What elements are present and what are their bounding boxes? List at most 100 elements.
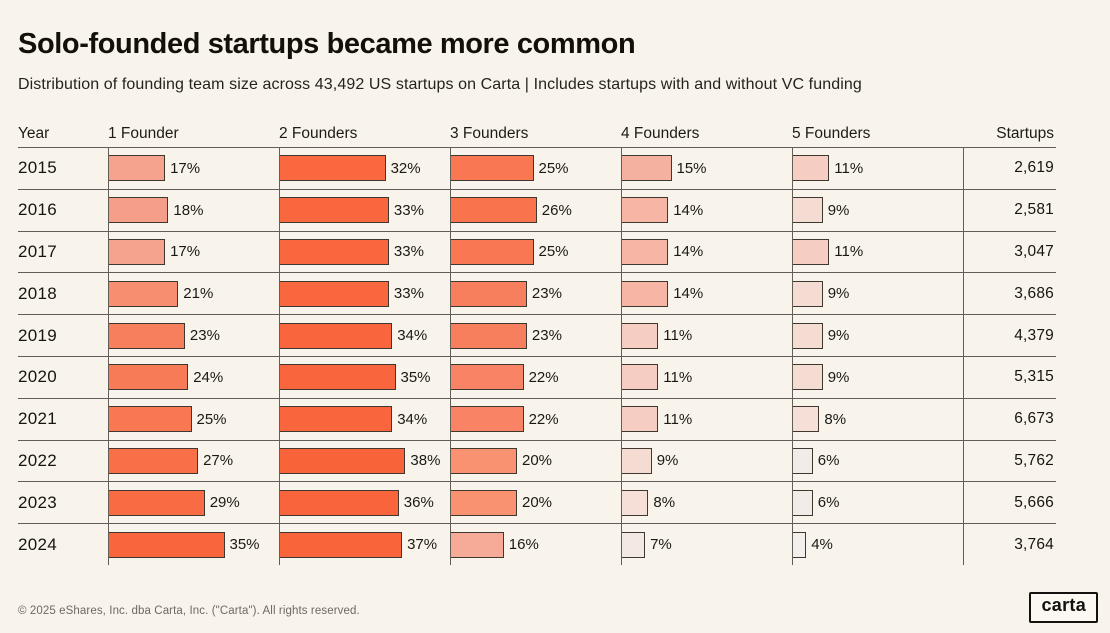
percentage-label: 11% — [663, 368, 693, 386]
table-row: 2016 18% 33% 26% 14% 9% 2,581 — [18, 188, 1056, 231]
founders-1-bar-cell: 21% — [108, 273, 279, 315]
year-label: 2016 — [18, 200, 58, 220]
percentage-bar — [451, 406, 524, 433]
percentage-label: 9% — [656, 452, 679, 470]
founders-1-bar-cell: 35% — [108, 524, 279, 565]
table-body: 2015 17% 32% 25% 15% 11% 2,619 2016 18% 33% 26%… — [18, 147, 1056, 565]
percentage-bar — [451, 322, 527, 349]
founders-4-bar-cell: 14% — [621, 189, 792, 231]
percentage-label: 22% — [528, 368, 559, 386]
percentage-bar — [622, 155, 672, 182]
column-header-5-founders: 5 Founders — [792, 125, 871, 142]
founders-4-bar-cell: 11% — [621, 315, 792, 356]
percentage-bar — [109, 406, 192, 433]
startup-count: 4,379 — [963, 315, 1056, 356]
percentage-label: 35% — [229, 536, 260, 554]
percentage-bar — [109, 489, 205, 516]
founders-2-bar-cell: 33% — [279, 231, 450, 273]
column-header-3-founders: 3 Founders — [450, 125, 529, 142]
table-row: 2015 17% 32% 25% 15% 11% 2,619 — [18, 147, 1056, 189]
percentage-label: 11% — [663, 327, 693, 345]
column-header-2-founders: 2 Founders — [279, 125, 358, 142]
founders-2-bar-cell: 35% — [279, 356, 450, 398]
percentage-label: 18% — [173, 201, 204, 219]
table-row: 2021 25% 34% 22% 11% 8% 6,673 — [18, 397, 1056, 440]
percentage-bar — [280, 489, 399, 516]
percentage-label: 23% — [531, 285, 562, 303]
percentage-bar — [451, 155, 534, 182]
percentage-label: 8% — [824, 410, 847, 428]
percentage-bar — [622, 197, 669, 224]
percentage-bar — [793, 406, 820, 433]
column-header-4-founders: 4 Founders — [621, 125, 700, 142]
startup-count: 2,619 — [963, 148, 1056, 189]
year-label: 2023 — [18, 492, 58, 512]
percentage-bar — [451, 238, 534, 265]
year-label: 2019 — [18, 325, 58, 345]
percentage-label: 11% — [663, 410, 693, 428]
percentage-bar — [793, 322, 823, 349]
table-row: 2024 35% 37% 16% 7% 4% 3,764 — [18, 523, 1056, 565]
percentage-label: 9% — [827, 201, 850, 219]
percentage-label: 32% — [390, 159, 421, 177]
founders-3-bar-cell: 23% — [450, 273, 621, 315]
founders-2-bar-cell: 38% — [279, 440, 450, 482]
year-label: 2017 — [18, 241, 58, 261]
founders-5-bar-cell: 4% — [792, 524, 963, 565]
percentage-bar — [109, 197, 169, 224]
founders-3-bar-cell: 26% — [450, 189, 621, 231]
founders-4-bar-cell: 11% — [621, 398, 792, 440]
percentage-label: 25% — [538, 159, 569, 177]
percentage-bar — [622, 280, 669, 307]
percentage-label: 26% — [541, 201, 572, 219]
percentage-label: 14% — [673, 243, 704, 261]
percentage-bar — [622, 489, 649, 516]
percentage-label: 6% — [817, 494, 840, 512]
table-row: 2017 17% 33% 25% 14% 11% 3,047 — [18, 230, 1056, 273]
percentage-bar — [280, 280, 389, 307]
percentage-bar — [793, 364, 823, 391]
percentage-bar — [109, 155, 166, 182]
percentage-label: 14% — [673, 285, 704, 303]
percentage-bar — [793, 489, 813, 516]
founders-1-bar-cell: 23% — [108, 315, 279, 356]
founders-5-bar-cell: 9% — [792, 273, 963, 315]
founders-2-bar-cell: 36% — [279, 482, 450, 524]
table-row: 2020 24% 35% 22% 11% 9% 5,315 — [18, 355, 1056, 398]
percentage-bar — [793, 197, 823, 224]
percentage-bar — [622, 322, 659, 349]
founders-5-bar-cell: 11% — [792, 231, 963, 273]
founders-4-bar-cell: 14% — [621, 231, 792, 273]
percentage-bar — [109, 364, 189, 391]
founders-4-bar-cell: 14% — [621, 273, 792, 315]
founders-4-bar-cell: 15% — [621, 148, 792, 189]
percentage-bar — [793, 280, 823, 307]
founders-1-bar-cell: 29% — [108, 482, 279, 524]
founders-3-bar-cell: 20% — [450, 482, 621, 524]
founders-5-bar-cell: 6% — [792, 440, 963, 482]
percentage-label: 25% — [196, 410, 227, 428]
founders-3-bar-cell: 16% — [450, 524, 621, 565]
founders-1-bar-cell: 24% — [108, 356, 279, 398]
percentage-label: 11% — [834, 159, 864, 177]
percentage-bar — [280, 406, 393, 433]
founders-5-bar-cell: 11% — [792, 148, 963, 189]
founders-2-bar-cell: 37% — [279, 524, 450, 565]
founders-2-bar-cell: 33% — [279, 189, 450, 231]
percentage-label: 20% — [522, 452, 553, 470]
percentage-bar — [280, 197, 389, 224]
founders-5-bar-cell: 6% — [792, 482, 963, 524]
startup-count: 5,315 — [963, 356, 1056, 398]
founders-5-bar-cell: 9% — [792, 315, 963, 356]
percentage-label: 16% — [508, 536, 539, 554]
percentage-label: 20% — [522, 494, 553, 512]
column-header-year: Year — [18, 125, 50, 142]
percentage-bar — [622, 364, 659, 391]
percentage-label: 7% — [650, 536, 672, 554]
founders-3-bar-cell: 22% — [450, 398, 621, 440]
founders-5-bar-cell: 9% — [792, 189, 963, 231]
table-row: 2018 21% 33% 23% 14% 9% 3,686 — [18, 272, 1056, 315]
percentage-label: 34% — [397, 327, 428, 345]
percentage-label: 17% — [170, 243, 201, 261]
